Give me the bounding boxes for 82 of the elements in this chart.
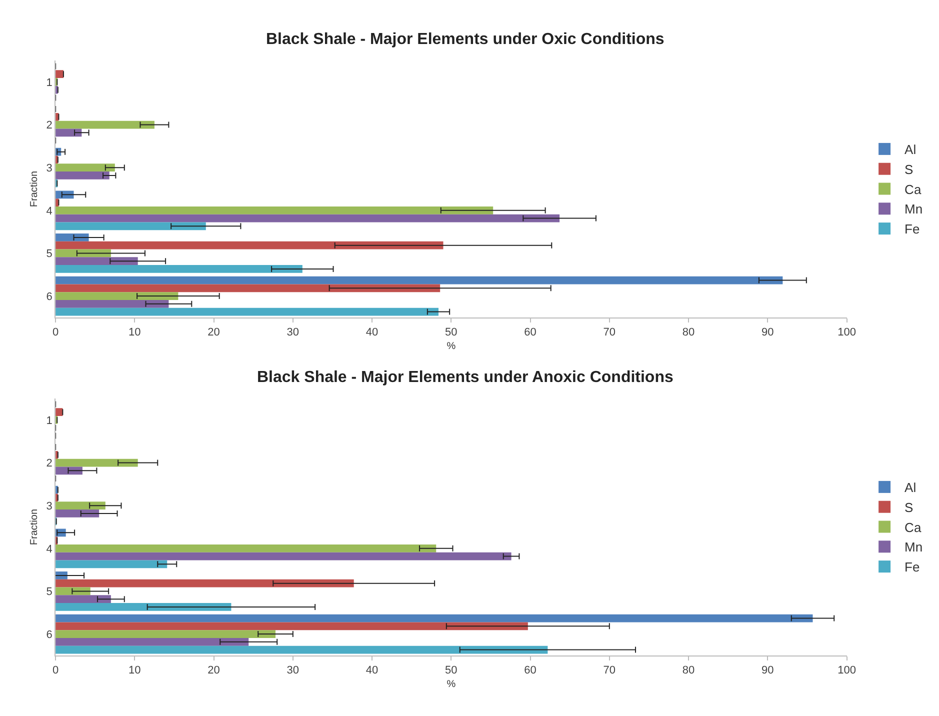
bar [56, 128, 82, 137]
x-tick-label: 80 [682, 664, 695, 677]
y-tick-label: 2 [46, 458, 52, 470]
y-tick-label: 5 [46, 586, 52, 598]
bar [56, 622, 528, 630]
bar [56, 284, 440, 292]
legend-label: S [904, 500, 914, 515]
legend-label: Mn [904, 540, 923, 555]
bar [56, 265, 302, 273]
bar [56, 70, 64, 78]
bar [56, 292, 178, 300]
bar [56, 458, 138, 467]
chart-title: Black Shale - Major Elements under Anoxic Conditions [257, 369, 674, 386]
x-tick-label: 90 [762, 326, 774, 339]
bar [56, 630, 276, 638]
x-tick-label: 70 [603, 664, 616, 677]
x-tick-label: 100 [838, 664, 856, 677]
bar [56, 241, 444, 250]
bar [56, 206, 494, 214]
y-tick-label: 5 [46, 248, 52, 260]
legend-label: Fe [904, 222, 920, 237]
legend-label: S [904, 162, 914, 177]
bar [56, 638, 249, 646]
x-tick-label: 20 [208, 326, 220, 339]
y-tick-label: 1 [46, 414, 52, 427]
legend-label: Mn [904, 202, 923, 217]
x-tick-label: 80 [682, 326, 695, 339]
y-tick-label: 1 [46, 76, 52, 89]
bar [56, 614, 813, 622]
y-tick-label: 4 [46, 543, 52, 556]
bar [56, 234, 89, 242]
bar [56, 552, 512, 560]
y-tick-label: 3 [46, 500, 52, 512]
x-tick-label: 40 [366, 664, 378, 677]
legend-label: Al [904, 142, 916, 158]
bar [56, 646, 548, 654]
x-tick-label: 60 [524, 326, 536, 339]
bar [56, 214, 560, 222]
y-axis-title: Fraction [29, 170, 40, 208]
x-tick-label: 90 [762, 664, 774, 677]
bar [56, 308, 439, 316]
x-tick-label: 0 [52, 326, 59, 339]
x-tick-label: 60 [524, 664, 536, 677]
bar [56, 560, 168, 568]
bar [56, 502, 106, 510]
bar [56, 164, 115, 172]
y-tick-label: 6 [46, 628, 52, 641]
y-axis-title: Fraction [29, 508, 40, 546]
x-tick-label: 50 [445, 664, 458, 677]
x-tick-label: 30 [286, 664, 300, 677]
bar [56, 466, 82, 475]
x-tick-label: 10 [128, 326, 141, 339]
legend-label: Fe [904, 560, 920, 575]
x-tick-label: 100 [838, 326, 856, 339]
bar [56, 544, 436, 552]
legend-label: Ca [904, 520, 922, 535]
x-tick-label: 10 [128, 664, 141, 677]
bar [56, 510, 100, 518]
x-tick-label: 40 [366, 326, 378, 339]
bar [56, 172, 110, 180]
x-tick-label: 0 [52, 664, 59, 677]
y-tick-label: 2 [46, 120, 52, 132]
x-tick-label: 30 [286, 326, 300, 339]
y-tick-label: 4 [46, 205, 52, 218]
bar [56, 120, 154, 129]
bar [56, 257, 138, 266]
legend-label: Ca [904, 182, 922, 197]
bar [56, 276, 783, 284]
bar [56, 222, 206, 230]
bar [56, 579, 354, 588]
x-axis-title: % [446, 679, 456, 690]
x-tick-label: 50 [445, 326, 458, 339]
y-tick-label: 3 [46, 162, 52, 174]
x-tick-label: 70 [603, 326, 616, 339]
bar [56, 603, 232, 611]
x-axis-title: % [446, 341, 456, 352]
legend-label: Al [904, 480, 916, 496]
y-tick-label: 6 [46, 290, 52, 303]
bar [56, 595, 111, 604]
bar [56, 300, 169, 308]
x-tick-label: 20 [208, 664, 220, 677]
chart-title: Black Shale - Major Elements under Oxic Conditions [266, 31, 664, 48]
